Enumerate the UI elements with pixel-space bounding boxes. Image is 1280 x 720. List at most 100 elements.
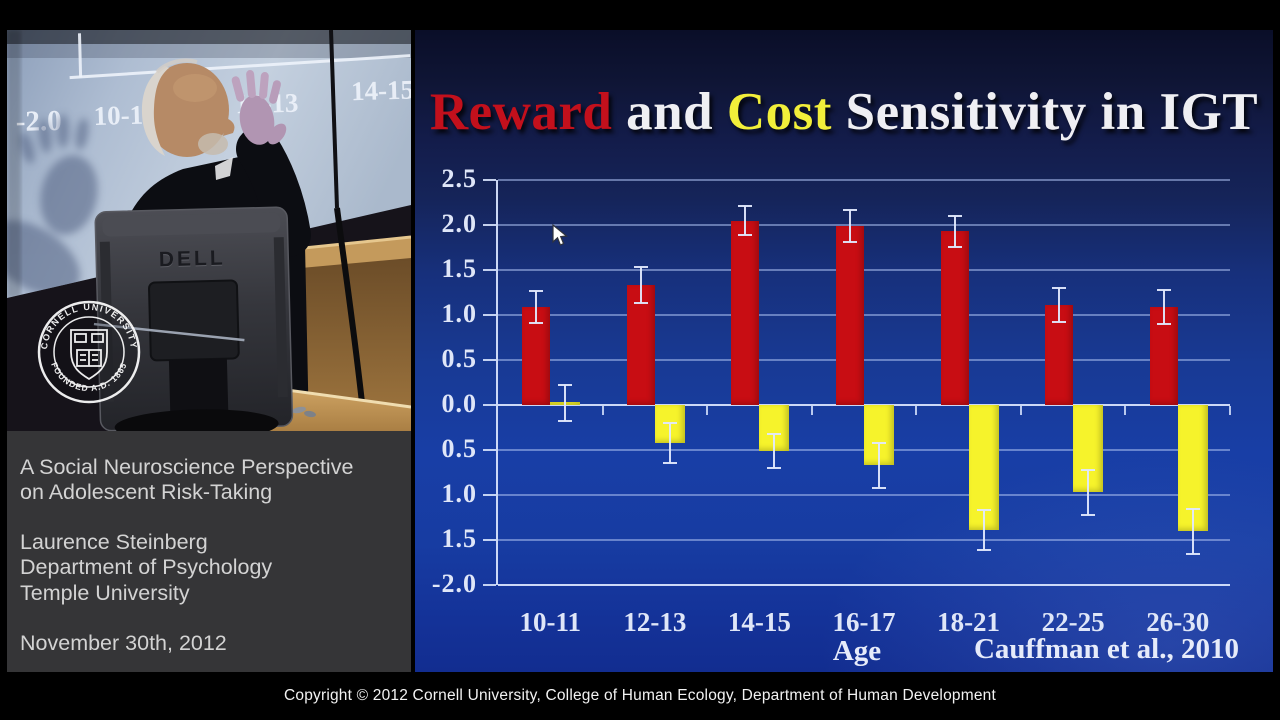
error-bar-cap: [1185, 507, 1200, 510]
y-axis-tick-label: 1.5: [441, 254, 477, 283]
error-bar-cap: [558, 420, 573, 423]
presenter-head: [141, 58, 235, 157]
y-axis-tick: [483, 404, 496, 406]
error-bar-cap: [1185, 552, 1200, 555]
error-bar: [535, 290, 538, 324]
gridline: [498, 269, 1230, 271]
y-axis-tick: [483, 494, 496, 496]
zero-axis-tick: [915, 406, 918, 415]
x-axis-label: 22-25: [1041, 607, 1105, 637]
y-axis-tick-label: 0.5: [441, 344, 477, 373]
error-bar: [773, 433, 776, 468]
x-axis-label: 18-21: [937, 607, 1001, 637]
error-bar-cap: [767, 467, 782, 469]
x-axis-label: 16-17: [832, 607, 896, 637]
bar-reward-12-13: [626, 285, 655, 405]
presenter-hair: [141, 66, 169, 156]
screen-x-label-3: 14-15: [351, 75, 411, 107]
error-bar-cap: [1052, 321, 1067, 324]
error-bar-cap: [872, 486, 886, 489]
y-axis-line: [496, 180, 498, 585]
zero-axis-tick: [706, 406, 709, 415]
error-bar: [878, 442, 880, 488]
slide-title-segment: Cost: [726, 83, 832, 141]
bar-cost-18-21: [968, 405, 999, 531]
x-axis-label: 12-13: [623, 607, 687, 637]
gridline: [498, 224, 1230, 226]
y-axis-tick-label: 0.0: [441, 389, 477, 418]
error-bar: [1058, 288, 1061, 323]
talk-date: November 30th, 2012: [20, 630, 227, 655]
presenter-beard: [198, 133, 228, 155]
gridline: [498, 359, 1230, 361]
error-bar: [982, 510, 985, 550]
error-bar-cap: [947, 215, 962, 217]
error-bar-cap: [976, 509, 991, 512]
error-bar-cap: [843, 241, 857, 244]
error-bar-cap: [662, 422, 677, 424]
talk-title-line-1: A Social Neuroscience Perspective: [20, 455, 354, 479]
video-panel: -2.0 10-11 12-13 14-15: [7, 30, 411, 431]
error-bar-cap: [976, 548, 991, 551]
bar-chart: 2.5 2.0 1.5 1.0 0.5 0.0 0.5 1.0 1.5 -2.0 10-11 12-1…: [415, 30, 1273, 672]
y-axis-tick: [483, 584, 496, 586]
y-axis-tick-label: -2.0: [431, 569, 477, 598]
zero-axis-tick: [810, 406, 813, 415]
dell-monitor: DELL: [93, 206, 294, 431]
y-axis-tick-label: 1.0: [441, 479, 477, 508]
speaker-details: Laurence Steinberg Department of Psychol…: [20, 530, 401, 605]
y-axis-tick-label: 2.5: [441, 164, 477, 193]
error-bar: [953, 216, 956, 247]
slide-title: Reward and Cost Sensitivity in IGT: [415, 82, 1273, 142]
x-axis-label: 10-11: [519, 607, 582, 637]
copyright-bar: Copyright © 2012 Cornell University, Col…: [0, 672, 1280, 720]
error-bar: [639, 267, 642, 304]
error-bar-cap: [1156, 288, 1171, 291]
y-axis-tick: [483, 224, 496, 226]
error-bar: [1162, 289, 1165, 324]
monitor-cable: [93, 322, 245, 342]
error-bar-cap: [1052, 287, 1067, 289]
error-bar-cap: [1081, 513, 1096, 516]
zero-axis-tick: [601, 406, 604, 415]
error-bar-cap: [1156, 323, 1171, 325]
video-scene: -2.0 10-11 12-13 14-15: [7, 30, 411, 431]
presenter-collar: [215, 157, 233, 180]
bar-reward-16-17: [836, 225, 864, 405]
speaker-university: Temple University: [20, 580, 190, 605]
copyright-text: Copyright © 2012 Cornell University, Col…: [284, 687, 996, 704]
monitor-brand-logo: DELL: [159, 247, 226, 272]
gridline: [498, 539, 1230, 541]
talk-title-line-2: on Adolescent Risk-Taking: [20, 480, 273, 505]
error-bar-cap: [872, 441, 886, 444]
slide-panel: Reward and Cost Sensitivity in IGT 2.5 2.…: [415, 30, 1273, 672]
y-axis-tick: [483, 269, 496, 271]
info-panel: A Social Neuroscience Perspective on Ado…: [7, 431, 411, 672]
error-bar-cap: [843, 208, 857, 211]
x-axis-label: 14-15: [727, 607, 791, 637]
error-bar: [564, 385, 567, 422]
gridline: [498, 494, 1230, 496]
zero-axis-tick: [1124, 406, 1127, 415]
error-bar-cap: [662, 461, 677, 464]
y-axis-tick: [483, 314, 496, 316]
gridline: [498, 179, 1230, 181]
cornell-seal: CORNELL UNIVERSITY FOUNDED A.D. 1865: [37, 300, 141, 404]
y-axis-tick-label: 2.0: [441, 209, 477, 238]
y-axis-tick: [483, 539, 496, 541]
error-bar-cap: [1081, 468, 1096, 471]
speaker-department: Department of Psychology: [20, 555, 273, 580]
error-bar-cap: [767, 432, 782, 435]
cable-bundle: [114, 409, 279, 431]
speaker-name: Laurence Steinberg: [20, 530, 208, 555]
seal-shield: [70, 329, 108, 381]
error-bar-cap: [529, 289, 544, 292]
error-bar-cap: [738, 233, 753, 236]
y-axis-tick-label: 0.5: [441, 434, 477, 463]
bar-reward-14-15: [731, 220, 760, 405]
error-bar-cap: [738, 205, 753, 208]
mouse-cursor-icon: [552, 224, 568, 246]
y-axis-tick-label: 1.5: [441, 524, 477, 553]
error-bar-cap: [947, 245, 962, 248]
